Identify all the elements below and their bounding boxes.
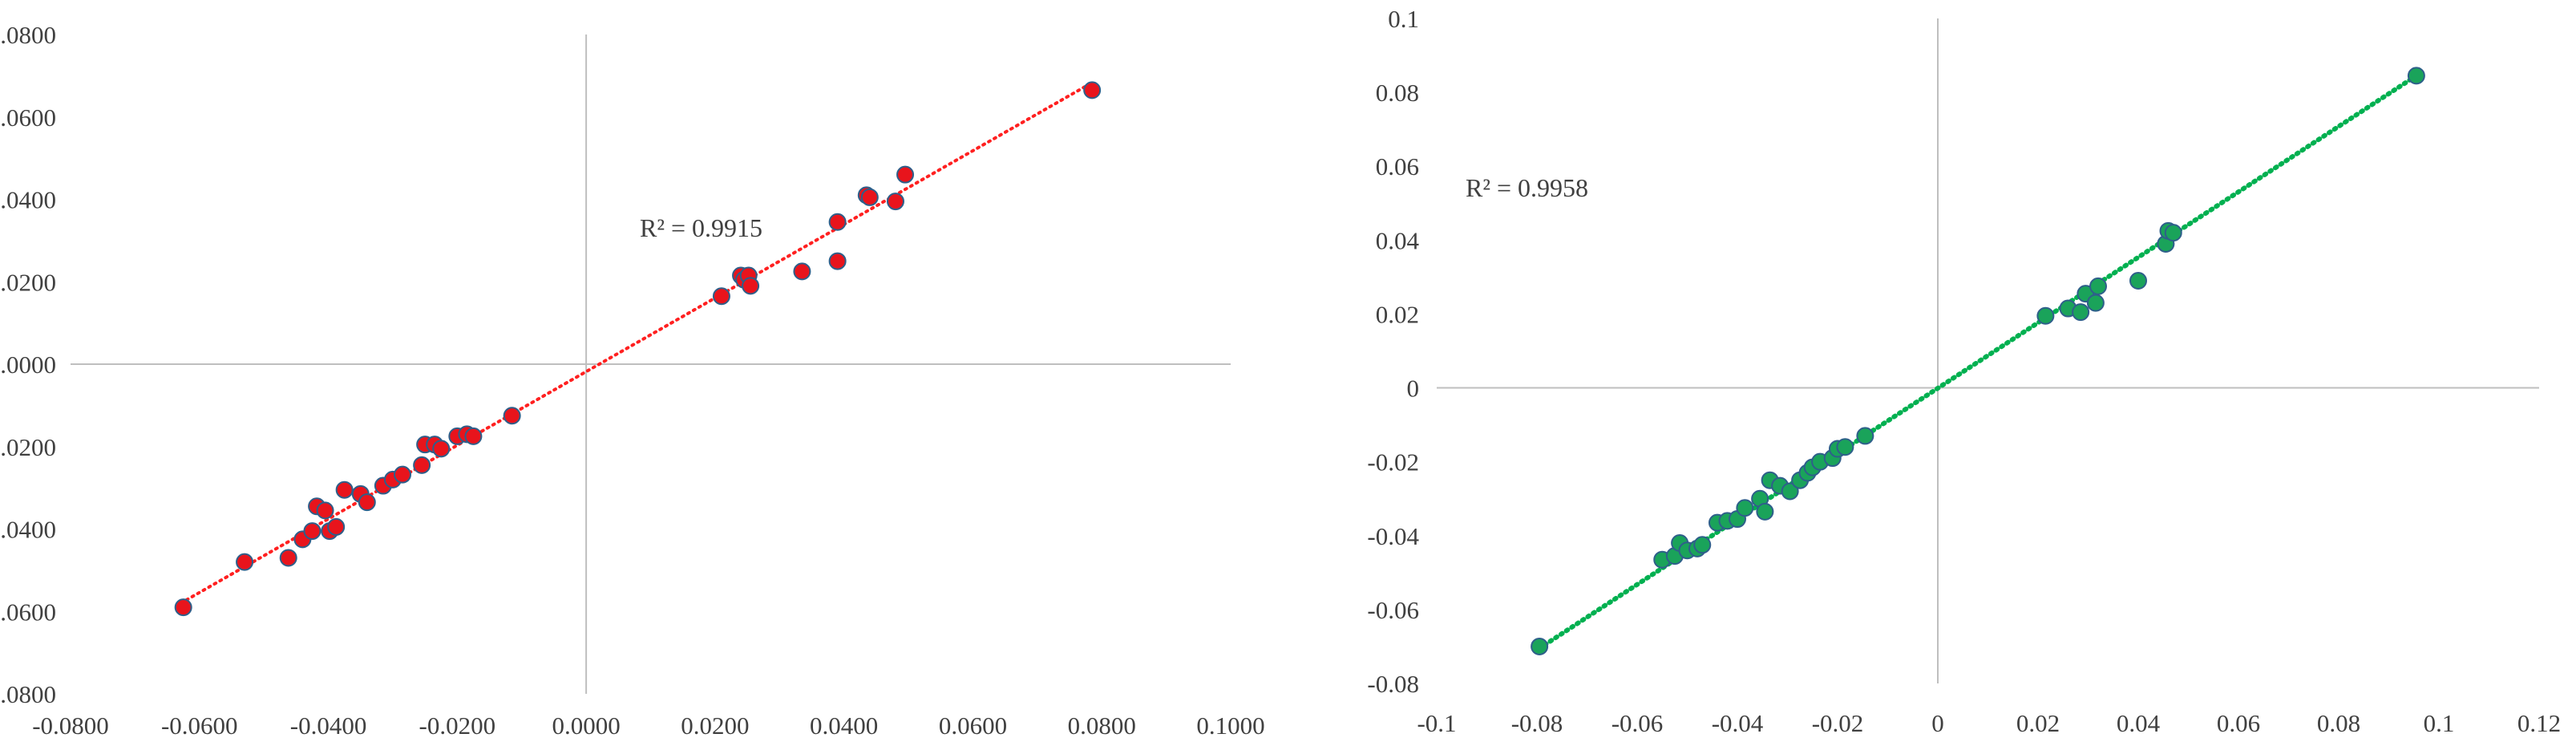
- x-tick-label: 0.1000: [1196, 711, 1264, 740]
- y-tick-label: -0.0600: [0, 598, 56, 626]
- data-point: [2072, 303, 2090, 322]
- x-tick-label: 0.02: [2016, 709, 2060, 737]
- data-point: [2129, 271, 2147, 290]
- y-tick-label: -0.0200: [0, 433, 56, 461]
- data-point: [2164, 224, 2182, 242]
- data-point: [828, 213, 847, 231]
- data-point: [860, 188, 879, 206]
- x-tick-label: 0.04: [2117, 709, 2161, 737]
- data-point: [1736, 499, 1754, 517]
- r-squared-label: R² = 0.9915: [640, 213, 762, 242]
- x-tick-label: 0.12: [2517, 709, 2561, 737]
- x-tick-label: -0.08: [1511, 709, 1563, 737]
- y-tick-label: 0.04: [1376, 226, 1420, 254]
- y-tick-label: 0.0200: [0, 268, 56, 296]
- y-tick-label: 0: [1407, 375, 1420, 403]
- x-tick-label: 0.0400: [810, 711, 878, 740]
- y-tick-label: 0.06: [1376, 152, 1419, 180]
- data-point: [2089, 277, 2107, 295]
- data-point: [236, 553, 254, 571]
- data-point: [712, 287, 730, 306]
- y-tick-label: 0.0800: [0, 21, 56, 49]
- y-tick-label: -0.0800: [0, 680, 56, 708]
- y-tick-label: -0.06: [1367, 596, 1419, 624]
- data-point: [1756, 502, 1774, 521]
- data-point: [464, 427, 483, 445]
- data-point: [358, 493, 376, 512]
- data-point: [2036, 306, 2055, 325]
- data-point: [2407, 67, 2425, 85]
- x-tick-label: -0.0800: [32, 711, 109, 740]
- data-point: [896, 165, 915, 184]
- data-point: [742, 277, 760, 295]
- data-point: [503, 407, 521, 425]
- data-point: [1531, 637, 1549, 655]
- r-squared-label: R² = 0.9958: [1466, 173, 1588, 202]
- x-tick-label: -0.0400: [290, 711, 367, 740]
- y-tick-label: 0.0600: [0, 103, 56, 132]
- data-point: [279, 549, 297, 567]
- y-tick-label: 0.08: [1376, 79, 1419, 107]
- x-tick-label: 0.1: [2424, 709, 2455, 737]
- data-point: [335, 480, 354, 499]
- x-tick-label: 0.0000: [552, 711, 620, 740]
- data-point: [1693, 536, 1712, 554]
- x-tick-label: 0.0600: [939, 711, 1007, 740]
- y-tick-label: -0.02: [1367, 448, 1419, 476]
- data-point: [2086, 294, 2105, 312]
- data-point: [316, 501, 334, 520]
- data-point: [886, 193, 904, 211]
- x-tick-label: -0.0600: [161, 711, 238, 740]
- data-point: [327, 517, 346, 536]
- x-tick-label: 0: [1931, 709, 1944, 737]
- y-tick-label: 0.02: [1376, 300, 1419, 328]
- x-tick-label: -0.06: [1612, 709, 1664, 737]
- data-point: [1083, 81, 1102, 99]
- data-point: [1781, 482, 1799, 501]
- data-point: [432, 440, 451, 458]
- x-tick-label: 0.08: [2317, 709, 2360, 737]
- data-point: [1856, 427, 1874, 445]
- y-tick-label: 0.1: [1388, 5, 1419, 33]
- x-tick-label: 0.06: [2217, 709, 2260, 737]
- trendline: [184, 80, 1095, 602]
- data-point: [793, 262, 811, 281]
- x-tick-label: -0.04: [1712, 709, 1764, 737]
- data-point: [394, 465, 412, 484]
- data-point: [828, 252, 847, 270]
- x-tick-label: -0.1: [1417, 709, 1456, 737]
- scatter-chart-right: -0.1 -0.08 -0.06 -0.04 -0.02 0 0.02 0.04 0.06 0.0…: [1367, 5, 2561, 737]
- x-tick-label: 0.0200: [681, 711, 749, 740]
- y-tick-label: 0.0400: [0, 186, 56, 214]
- y-tick-label: 0.0000: [0, 351, 56, 379]
- data-point: [174, 598, 192, 617]
- y-tick-label: -0.04: [1367, 522, 1419, 550]
- x-tick-label: -0.0200: [419, 711, 496, 740]
- scatter-chart-left: -0.0800 -0.0600 -0.0400 -0.0200 0.0000 0.0200…: [0, 21, 1265, 740]
- x-tick-label: 0.0800: [1068, 711, 1136, 740]
- y-tick-label: -0.0400: [0, 516, 56, 544]
- data-point: [413, 456, 431, 474]
- data-point: [303, 522, 321, 541]
- data-point: [1836, 438, 1854, 456]
- y-tick-label: -0.08: [1367, 670, 1419, 698]
- x-tick-label: -0.02: [1812, 709, 1864, 737]
